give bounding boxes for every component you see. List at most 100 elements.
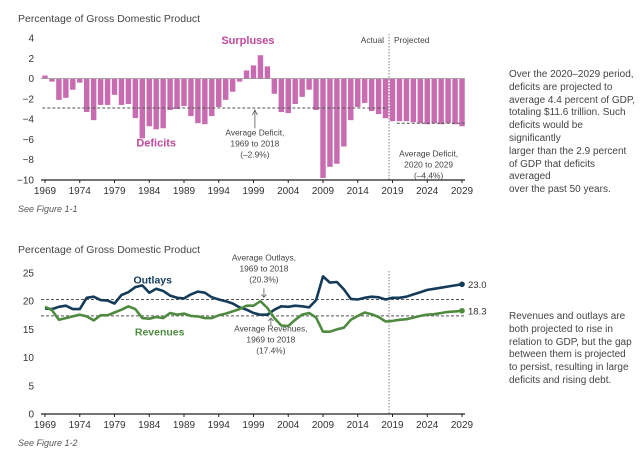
- deficit-bar: [243, 70, 250, 79]
- deficit-bar: [174, 78, 180, 109]
- x-tick-label: 2014: [347, 186, 370, 197]
- outlays-end-label: 23.0: [468, 280, 487, 291]
- chart2-ylabel: Percentage of Gross Domestic Product: [18, 244, 200, 256]
- see-figure-1-2: See Figure 1-2: [18, 438, 78, 448]
- top-note: Over the 2020–2029 period, deficits are …: [509, 69, 637, 197]
- y-tick-label: 20: [23, 297, 35, 308]
- y-tick-label: 25: [23, 269, 35, 280]
- x-tick-label: 1989: [173, 186, 196, 197]
- x-tick-label: 1974: [69, 420, 92, 431]
- revenues-end-label: 18.3: [468, 306, 487, 317]
- deficits-label: Deficits: [136, 138, 176, 150]
- deficit-bar: [49, 78, 55, 82]
- x-tick-label: 1989: [173, 420, 196, 431]
- deficit-bar: [341, 78, 347, 147]
- deficit-bar: [389, 78, 396, 122]
- deficit-bar: [111, 78, 118, 95]
- y-tick-label: −8: [23, 155, 35, 166]
- x-tick-label: 1979: [103, 420, 126, 431]
- deficit-bar: [209, 78, 215, 117]
- deficit-bar: [417, 78, 424, 124]
- y-tick-label: 2: [28, 54, 34, 65]
- y-tick-label: −4: [23, 115, 35, 126]
- deficit-bar: [292, 78, 298, 104]
- x-tick-label: 1974: [69, 186, 92, 197]
- outlays-line: [44, 275, 463, 317]
- bottom-note-line: deficits and rising debt.: [509, 374, 612, 386]
- x-tick-label: 2024: [416, 186, 439, 197]
- y-tick-label: 0: [28, 74, 34, 85]
- deficit-bar: [334, 78, 340, 164]
- deficit-bar: [63, 78, 69, 98]
- deficit-bar: [202, 78, 208, 125]
- svg-text:1969 to 2018: 1969 to 2018: [246, 335, 295, 345]
- deficit-bar: [188, 78, 194, 117]
- deficit-bar: [445, 78, 451, 124]
- x-tick-label: 1999: [242, 420, 265, 431]
- x-tick-label: 2019: [381, 420, 404, 431]
- deficit-bar: [306, 78, 312, 90]
- y-tick-label: −6: [23, 135, 35, 146]
- deficit-bar: [125, 78, 132, 104]
- deficit-bar: [216, 78, 222, 107]
- top-note-line: average 4.4 percent of GDP,: [509, 94, 636, 106]
- deficit-bar: [355, 78, 361, 107]
- avg-revenues-annotation: Average Revenues,1969 to 2018(17.4%): [234, 317, 308, 356]
- deficit-bar: [160, 78, 166, 129]
- deficit-bar: [424, 78, 430, 125]
- deficit-bar: [104, 78, 111, 105]
- svg-text:Average Deficit,: Average Deficit,: [399, 149, 458, 159]
- deficit-bar: [181, 78, 187, 106]
- y-tick-label: 0: [28, 410, 34, 421]
- deficit-bar: [257, 55, 264, 79]
- deficit-bar: [313, 78, 319, 111]
- deficit-bar: [375, 78, 382, 115]
- deficit-bar: [403, 78, 410, 122]
- see-figure-1-1: See Figure 1-1: [18, 204, 78, 214]
- top-note-line: deficits are projected to: [509, 81, 613, 93]
- x-tick-label: 1994: [208, 186, 231, 197]
- x-tick-label: 2014: [347, 420, 370, 431]
- svg-text:1969 to 2018: 1969 to 2018: [230, 138, 279, 148]
- deficit-bar: [167, 78, 173, 111]
- deficit-bar: [42, 75, 48, 79]
- deficit-bar: [264, 66, 271, 79]
- deficit-bar: [77, 78, 83, 83]
- x-tick-label: 2004: [277, 186, 300, 197]
- x-tick-label: 2019: [381, 186, 404, 197]
- svg-text:(–4.4%): (–4.4%): [414, 171, 444, 181]
- y-tick-label: −2: [23, 94, 35, 105]
- x-tick-label: 1984: [138, 420, 161, 431]
- deficit-bar: [452, 78, 458, 125]
- deficit-bar: [278, 78, 285, 113]
- deficit-bar: [285, 78, 291, 114]
- deficit-bar: [153, 78, 159, 130]
- deficit-bar: [438, 78, 444, 125]
- deficit-bar: [250, 65, 257, 79]
- x-tick-label: 2029: [451, 420, 474, 431]
- revenues-series-label: Revenues: [135, 327, 185, 339]
- y-tick-label: 10: [23, 353, 35, 364]
- svg-text:Average Revenues,: Average Revenues,: [234, 324, 307, 334]
- top-note-line: of GDP that deficits averaged: [509, 158, 595, 183]
- deficit-bar: [229, 78, 236, 92]
- top-note-line: totaling $11.6 trillion. Such: [509, 107, 626, 119]
- svg-text:Average Deficit,: Average Deficit,: [225, 127, 284, 137]
- deficit-bar: [97, 78, 104, 105]
- x-tick-label: 1969: [34, 186, 57, 197]
- svg-text:2020 to 2029: 2020 to 2029: [404, 160, 453, 170]
- chart1-ylabel: Percentage of Gross Domestic Product: [18, 13, 200, 25]
- deficit-bar: [139, 78, 146, 139]
- bottom-note-line: between them is projected: [509, 349, 626, 361]
- deficit-bar: [195, 78, 201, 124]
- top-note-line: deficits would be significantly: [509, 120, 583, 144]
- deficit-bar: [236, 78, 243, 82]
- x-tick-label: 2009: [312, 420, 335, 431]
- y-tick-label: 5: [28, 381, 34, 392]
- svg-text:1969 to 2018: 1969 to 2018: [239, 264, 288, 274]
- top-note-line: Over the 2020–2029 period,: [509, 69, 634, 80]
- deficit-bar: [368, 78, 375, 112]
- x-tick-label: 1969: [34, 420, 57, 431]
- actual-label: Actual: [361, 35, 384, 45]
- revenues-end-point: [459, 307, 465, 314]
